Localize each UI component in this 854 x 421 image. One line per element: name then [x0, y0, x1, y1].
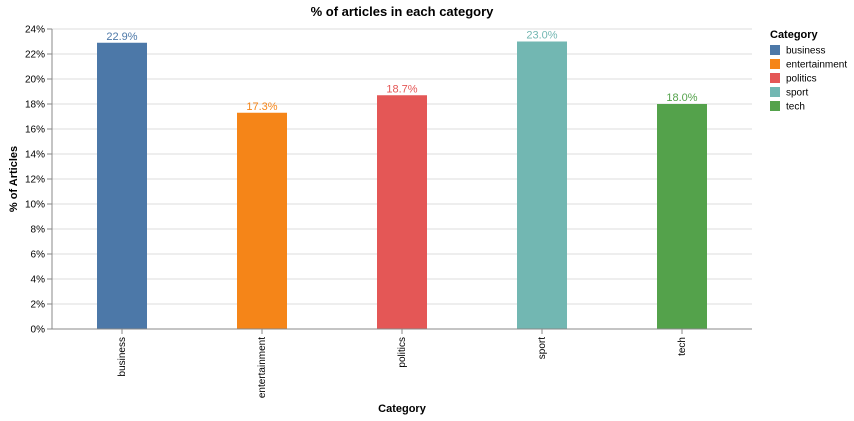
value-label: 17.3% [246, 101, 277, 113]
y-tick-label: 8% [31, 225, 46, 236]
legend-label: business [786, 46, 825, 57]
legend-swatch [770, 45, 780, 55]
value-label: 18.0% [666, 92, 697, 104]
x-tick-label: sport [537, 337, 548, 359]
y-axis-title: % of Articles [8, 146, 20, 212]
y-tick-label: 18% [25, 100, 45, 111]
legend-label: tech [786, 102, 805, 113]
y-tick-label: 6% [31, 250, 46, 261]
y-tick-label: 4% [31, 275, 46, 286]
y-tick-label: 12% [25, 175, 45, 186]
x-tick-label: tech [677, 337, 688, 356]
x-tick-label: entertainment [257, 337, 268, 398]
legend-title: Category [770, 29, 819, 41]
y-tick-label: 0% [31, 325, 46, 336]
x-tick-label: politics [397, 337, 408, 368]
y-tick-label: 16% [25, 125, 45, 136]
legend-swatch [770, 73, 780, 83]
value-label: 22.9% [106, 31, 137, 43]
bar [97, 42, 147, 329]
y-tick-label: 14% [25, 150, 45, 161]
bar [377, 95, 427, 329]
chart-title: % of articles in each category [311, 4, 495, 19]
legend-swatch [770, 59, 780, 69]
legend-swatch [770, 101, 780, 111]
bar [237, 112, 287, 329]
y-tick-label: 10% [25, 200, 45, 211]
x-tick-label: business [117, 337, 128, 376]
y-tick-label: 20% [25, 75, 45, 86]
legend-label: sport [786, 88, 808, 99]
value-label: 23.0% [526, 30, 557, 42]
legend-label: entertainment [786, 60, 847, 71]
y-tick-label: 2% [31, 300, 46, 311]
legend-swatch [770, 87, 780, 97]
x-axis-title: Category [378, 403, 427, 415]
bar [657, 104, 707, 329]
value-label: 18.7% [386, 83, 417, 95]
y-tick-label: 22% [25, 50, 45, 61]
bar [517, 41, 567, 329]
y-tick-label: 24% [25, 25, 45, 36]
legend-label: politics [786, 74, 817, 85]
